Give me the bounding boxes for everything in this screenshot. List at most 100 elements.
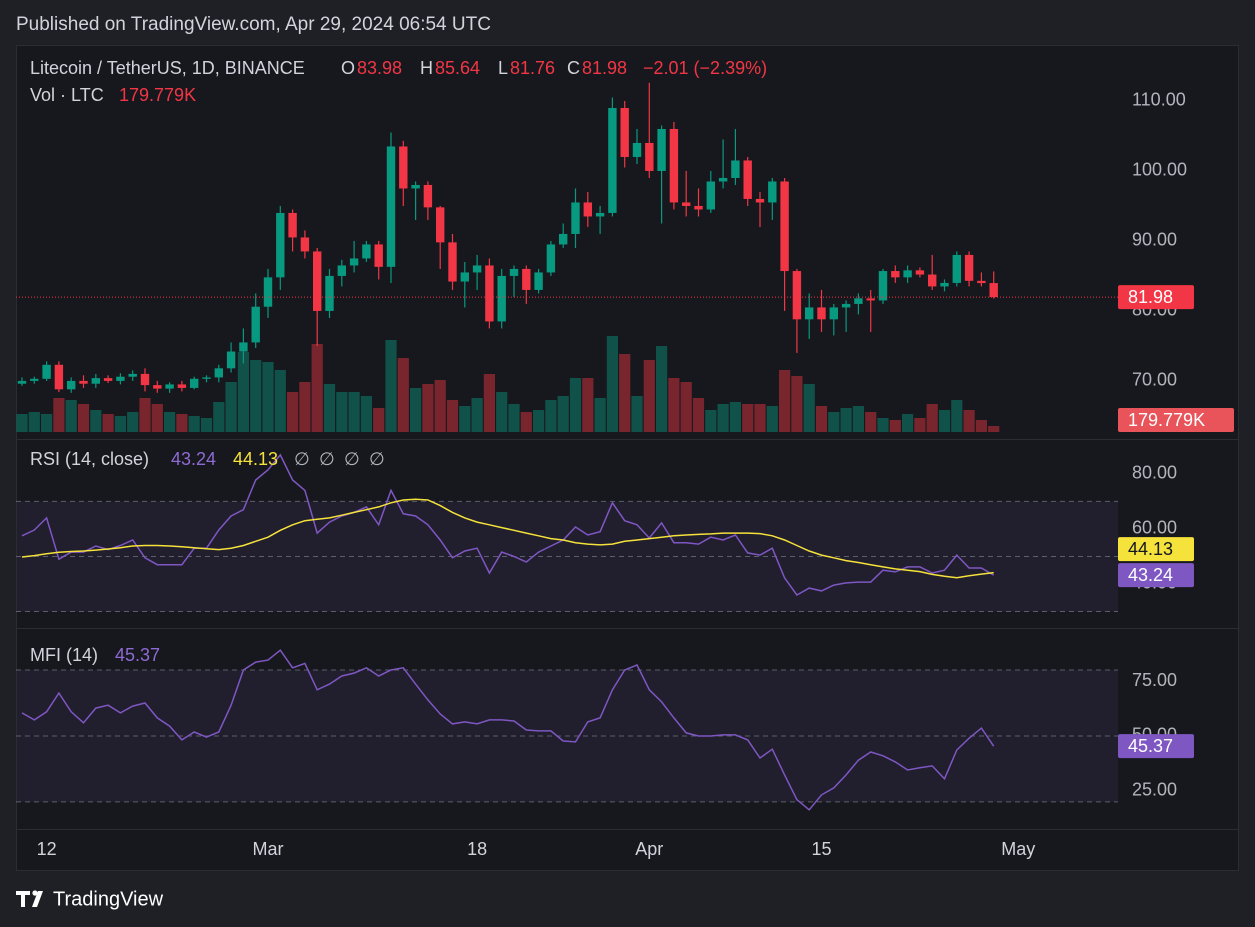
candle-body — [682, 202, 691, 206]
candle-body — [743, 160, 752, 199]
candle-body — [583, 202, 592, 217]
volume-bar — [459, 406, 471, 432]
candle-body — [755, 198, 765, 203]
candle-body — [42, 364, 51, 379]
candle-body — [718, 177, 728, 182]
candle-body — [153, 385, 162, 389]
candle-body — [448, 242, 457, 282]
volume-bar — [520, 412, 532, 432]
candle-body — [411, 184, 420, 189]
volume-bar — [668, 378, 680, 432]
candle-body — [349, 258, 359, 266]
indicator-line — [21, 453, 995, 596]
candle-body — [497, 275, 506, 322]
ohlc-low: 81.76 — [510, 58, 555, 78]
volume-bar — [397, 358, 409, 432]
volume-title: Vol · LTC — [30, 85, 104, 105]
volume-bar — [569, 378, 582, 432]
y-tick-label: 80.00 — [1132, 463, 1177, 483]
candle-body — [608, 107, 617, 213]
candle-body — [817, 307, 826, 320]
value-tag-bg — [1118, 563, 1194, 588]
rsi-value: 43.24 — [171, 449, 216, 469]
x-tick-label: 18 — [467, 839, 487, 859]
volume-bar — [90, 410, 102, 432]
candle-body — [694, 205, 703, 210]
volume-bar — [594, 398, 606, 432]
volume-bar — [680, 382, 692, 432]
volume-bar — [41, 414, 53, 432]
rsi-empty-value: ∅ — [344, 449, 360, 469]
volume-bar — [533, 410, 545, 432]
mfi-value: 45.37 — [115, 645, 160, 665]
candle-body — [362, 244, 371, 259]
volume-bar — [631, 396, 643, 432]
volume-bar — [53, 398, 65, 432]
candle-body — [177, 384, 187, 388]
candle-body — [337, 265, 346, 276]
candle-body — [251, 306, 260, 343]
volume-bar — [742, 404, 754, 432]
footer-logo — [16, 890, 43, 907]
volume-bar — [902, 414, 914, 432]
value-tag-bg — [1118, 537, 1194, 562]
candle-body — [657, 128, 666, 171]
candle-body — [534, 272, 543, 290]
candle-body — [313, 251, 322, 311]
candle-body — [731, 160, 740, 178]
candle-body — [878, 271, 888, 301]
volume-bar — [446, 400, 459, 432]
candle-body — [79, 380, 88, 384]
candle-body — [263, 277, 273, 307]
candle-body — [300, 237, 310, 252]
candle-body — [841, 303, 851, 308]
y-tick-label: 100.00 — [1132, 160, 1187, 180]
volume-bar — [914, 418, 926, 432]
volume-bar — [963, 410, 975, 432]
volume-bar — [828, 412, 840, 432]
candle-body — [239, 342, 248, 352]
volume-bar — [225, 382, 237, 432]
volume-bar — [656, 346, 668, 432]
y-tick-label: 110.00 — [1132, 90, 1186, 110]
candle-body — [128, 373, 137, 377]
candle-body — [829, 307, 838, 320]
candle-body — [546, 244, 556, 273]
volume-bar — [348, 392, 360, 432]
candle-body — [559, 233, 568, 245]
ohlc-key: O — [341, 58, 355, 78]
volume-bar — [164, 412, 176, 432]
candle-body — [374, 244, 383, 267]
volume-bar — [151, 404, 163, 432]
volume-bar — [582, 378, 594, 432]
volume-bar — [77, 404, 90, 432]
volume-bar — [754, 404, 766, 432]
candle-body — [54, 364, 64, 390]
volume-bar — [545, 400, 557, 432]
rsi-empty-value: ∅ — [294, 449, 310, 469]
published-note: Published on TradingView.com, Apr 29, 20… — [16, 14, 491, 35]
volume-bar — [360, 396, 372, 432]
x-tick-label: May — [1001, 839, 1035, 859]
volume-bar — [938, 410, 951, 432]
candle-body — [140, 373, 150, 386]
volume-bar — [988, 426, 1000, 432]
volume-bar — [852, 406, 864, 432]
value-tag: 45.37 — [1128, 736, 1173, 756]
volume-bar — [791, 376, 803, 432]
volume-bar — [65, 400, 77, 432]
candle-body — [792, 271, 802, 320]
candle-body — [276, 212, 285, 278]
volume-bar — [619, 354, 631, 432]
volume-bar — [410, 388, 422, 432]
ohlc-open: 83.98 — [357, 58, 402, 78]
candle-body — [669, 128, 679, 203]
x-tick-label: 15 — [811, 839, 831, 859]
value-tag-bg — [1118, 734, 1194, 759]
volume-bar — [114, 416, 126, 432]
volume-bar — [200, 418, 213, 432]
candle-body — [116, 376, 125, 381]
candle-body — [595, 212, 605, 217]
candle-body — [903, 270, 912, 278]
